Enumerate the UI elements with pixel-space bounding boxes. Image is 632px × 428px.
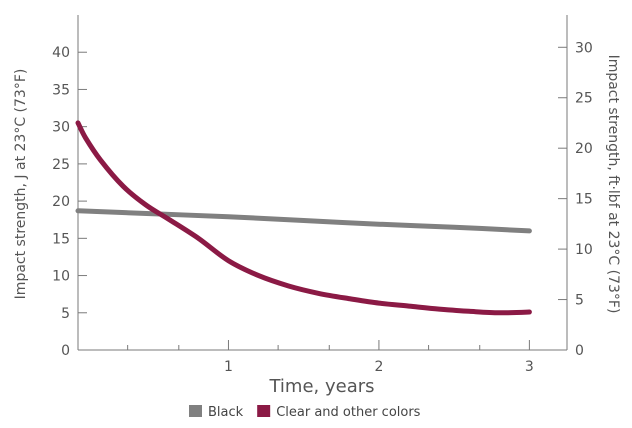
y2-axis-title: Impact strength, ft·lbf at 23°C (73°F) xyxy=(605,55,621,314)
legend-label-black: Black xyxy=(208,405,244,420)
y-tick-label: 15 xyxy=(52,231,70,247)
y-tick-label: 20 xyxy=(52,194,70,210)
y2-tick-label: 25 xyxy=(575,91,593,107)
y2-tick-label: 20 xyxy=(575,141,593,157)
x-tick-label: 1 xyxy=(224,359,233,375)
series-line-clear-and-other-colors xyxy=(75,120,532,316)
y-tick-label: 35 xyxy=(52,82,70,98)
y2-tick-label: 0 xyxy=(575,343,584,359)
y-tick-label: 10 xyxy=(52,269,70,285)
axes: 0 5 10 15 20 25 30 35 40 0 5 10 15 20 25 30 1 2 3 xyxy=(52,15,593,375)
legend: Black Clear and other colors xyxy=(189,405,421,420)
axis-labels: Impact strength, J at 23°C (73°F) Impact… xyxy=(13,55,621,397)
x-axis-title: Time, years xyxy=(268,376,374,397)
y-tick-label: 5 xyxy=(61,306,70,322)
y-tick-label: 30 xyxy=(52,120,70,136)
y2-tick-label: 10 xyxy=(575,242,593,258)
legend-swatch-black xyxy=(189,405,202,417)
y-tick-label: 0 xyxy=(61,343,70,359)
series-layer xyxy=(75,120,532,316)
y-tick-label: 40 xyxy=(52,45,70,61)
y-axis-title: Impact strength, J at 23°C (73°F) xyxy=(13,69,29,300)
x-tick-label: 2 xyxy=(374,359,383,375)
y2-tick-label: 30 xyxy=(575,40,593,56)
x-tick-label: 3 xyxy=(525,359,534,375)
legend-label-clear-and-other-colors: Clear and other colors xyxy=(276,405,420,420)
y-tick-label: 25 xyxy=(52,157,70,173)
series-line-black xyxy=(75,208,532,234)
y2-tick-label: 15 xyxy=(575,192,593,208)
y2-tick-label: 5 xyxy=(575,293,584,309)
legend-swatch-clear-and-other-colors xyxy=(257,405,271,417)
